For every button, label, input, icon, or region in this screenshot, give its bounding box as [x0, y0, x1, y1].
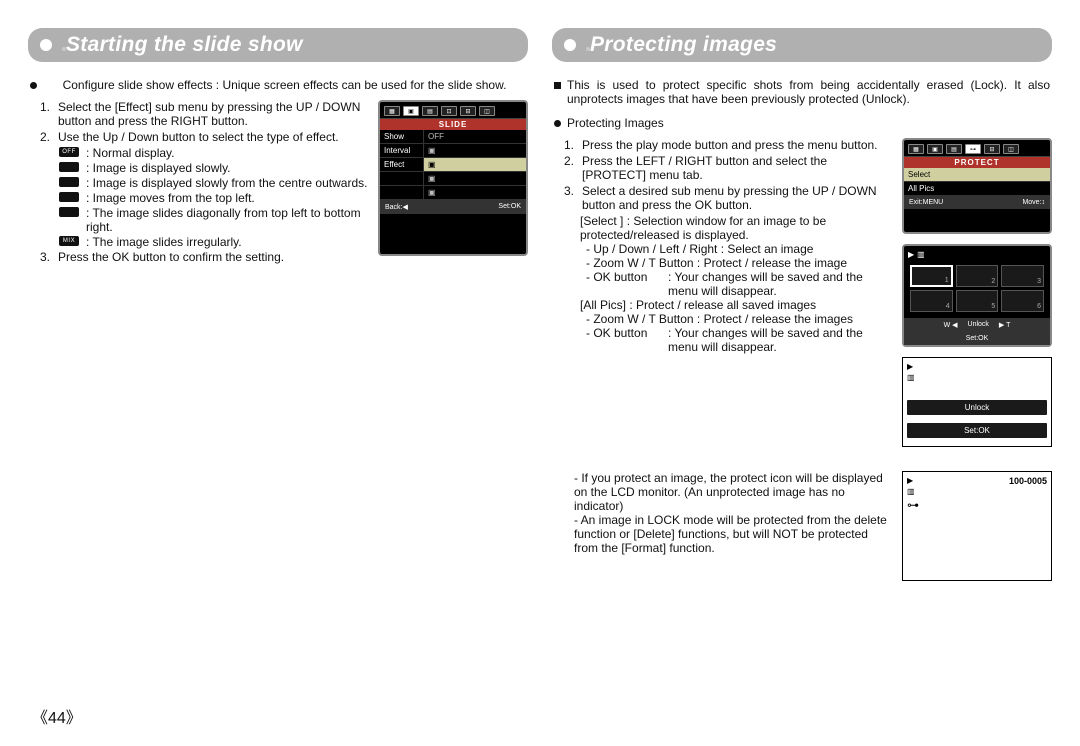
intro-bullet: Configure slide show effects : Unique sc… — [30, 78, 526, 92]
tab-icon: ⊡ — [441, 106, 457, 116]
tab-icon: ▦ — [908, 144, 924, 154]
heading-protecting: Protecting images — [552, 28, 1052, 62]
camera-screen-file: ▶ ▥ 100-0005 ⊶ — [902, 471, 1052, 581]
play-icon: ▶ — [908, 250, 914, 259]
tab-icon: ▤ — [946, 144, 962, 154]
tab-icon: ▣ — [927, 144, 943, 154]
file-id: 100-0005 — [1009, 476, 1047, 498]
camera-screen-slide: ▦ ▣ ▤ ⊡ ⊟ ◫ SLIDE ShowOFF Interval▣ Effe… — [378, 100, 528, 256]
sub-heading: Protecting Images — [554, 116, 1050, 130]
steps-list: 1.Select the [Effect] sub menu by pressi… — [40, 100, 370, 266]
thumb: 5 — [956, 290, 999, 312]
screen-title: SLIDE — [380, 119, 526, 130]
lock-icon: ⊶ — [907, 498, 919, 512]
tab-icon: ▦ — [384, 106, 400, 116]
bullet-dot-icon — [30, 82, 37, 89]
battery-icon: ▥ — [917, 250, 925, 259]
thumb: 4 — [910, 290, 953, 312]
camera-screen-protect: ▦ ▣ ▤ ⊶ ⊟ ◫ PROTECT Select All Pics Exit… — [902, 138, 1052, 234]
heading-slide-show: Starting the slide show — [28, 28, 528, 62]
intro-bullet: This is used to protect specific shots f… — [554, 78, 1050, 106]
thumb: 2 — [956, 265, 999, 287]
tab-icon: ▣ — [403, 106, 419, 116]
protect-steps: 1.Press the play mode button and press t… — [564, 138, 894, 457]
screen-title: PROTECT — [904, 157, 1050, 168]
tab-icon: ▤ — [422, 106, 438, 116]
thumb: 6 — [1001, 290, 1044, 312]
tab-icon: ◫ — [1003, 144, 1019, 154]
tab-icon: ⊟ — [984, 144, 1000, 154]
camera-screen-thumbs: ▶ ▥ 1 2 3 4 5 6 W ◀Unlock▶ T Set:OK — [902, 244, 1052, 347]
tab-icon: ◫ — [479, 106, 495, 116]
right-column: Protecting images This is used to protec… — [552, 28, 1052, 591]
key-icon: ⊶ — [965, 144, 981, 154]
play-icon: ▶ — [907, 362, 913, 371]
camera-screen-unlock: ▶ ▥ Unlock Set:OK — [902, 357, 1052, 447]
play-icon: ▶ — [907, 476, 913, 485]
bullet-dot-icon — [554, 120, 561, 127]
battery-icon: ▥ — [907, 373, 915, 382]
battery-icon: ▥ — [907, 487, 915, 496]
thumb: 1 — [910, 265, 953, 287]
thumb: 3 — [1001, 265, 1044, 287]
tab-icon: ⊟ — [460, 106, 476, 116]
page-number: 《44》 — [32, 704, 82, 728]
left-column: Starting the slide show Configure slide … — [28, 28, 528, 591]
bullet-square-icon — [554, 82, 561, 89]
notes: - If you protect an image, the protect i… — [574, 471, 894, 591]
